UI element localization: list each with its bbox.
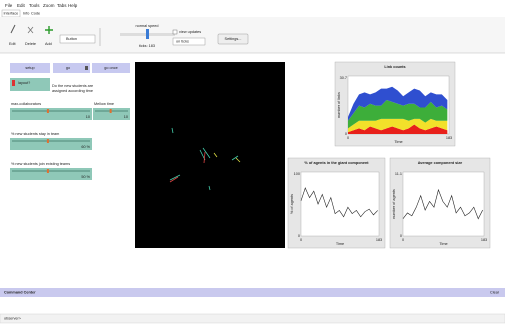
slider-label: max-collaborators (11, 102, 41, 106)
slider-handle (47, 139, 49, 143)
command-center-title: Command Center (4, 291, 36, 295)
x-limit: 183 (481, 238, 487, 242)
slider[interactable] (10, 138, 92, 150)
slider[interactable] (10, 108, 92, 120)
x-label: Time (336, 242, 344, 246)
ticks-counter: ticks: 183 (139, 44, 155, 48)
x-limit: 183 (446, 136, 452, 140)
x-limit: 0 (347, 136, 349, 140)
slider-track (12, 110, 90, 112)
y-limit: 100 (294, 172, 300, 176)
switch-toggle (12, 80, 15, 86)
note: assigned according time (52, 89, 93, 93)
prompt: observer> (4, 317, 22, 321)
slider-track (12, 170, 90, 172)
slider-value: 50 % (81, 175, 90, 179)
button-label: go once (104, 66, 118, 70)
toolbar-label[interactable]: Edit (9, 42, 16, 46)
slider-value: 60 % (81, 145, 90, 149)
slider-handle (110, 109, 112, 113)
y-label: number of links (337, 92, 341, 118)
menu-item[interactable]: File (5, 3, 13, 8)
x-limit: 0 (300, 238, 302, 242)
speed-handle[interactable] (146, 29, 149, 39)
x-limit: 0 (402, 238, 404, 242)
forever-icon (85, 66, 88, 70)
y-label: % of agents (290, 194, 294, 214)
note: Do the new students are (52, 84, 93, 88)
plot-area (403, 172, 484, 236)
switch-label: layout? (18, 81, 30, 85)
speed-label: normal speed (135, 24, 158, 28)
world-view (135, 62, 285, 248)
menu-item[interactable]: Zoom (43, 3, 55, 8)
y-label: number of agents (392, 189, 396, 219)
menu-item[interactable]: Tools (29, 3, 40, 8)
clear-button[interactable]: Clear (490, 291, 500, 295)
slider-handle (47, 109, 49, 113)
toolbar-label[interactable]: Delete (25, 42, 36, 46)
checkbox[interactable] (173, 30, 177, 34)
slider-label: % new students stay in team (11, 132, 59, 136)
button-label: setup (25, 66, 34, 70)
x-limit: 183 (376, 238, 382, 242)
command-center-bar (0, 288, 505, 297)
plot-title: % of agents in the giant component (304, 161, 369, 165)
slider-label: Mellow time (94, 102, 114, 106)
x-label: Time (394, 140, 402, 144)
tab[interactable]: Info (23, 12, 29, 16)
command-input[interactable] (0, 314, 505, 323)
menu-item[interactable]: Tabs (57, 3, 67, 8)
checkbox-label: view updates (179, 30, 201, 34)
page: File Edit Tools Zoom Tabs Help Interface… (0, 0, 505, 325)
button[interactable] (53, 63, 90, 73)
dropdown-value: on ticks (176, 40, 189, 44)
button-label: go (66, 66, 70, 70)
tab[interactable]: Code (31, 12, 40, 16)
slider-track (12, 140, 90, 142)
netlogo-window: File Edit Tools Zoom Tabs Help Interface… (0, 0, 505, 325)
dropdown-value: Button (66, 37, 77, 41)
button-label: Settings... (225, 37, 242, 41)
toolbar-label[interactable]: Add (45, 42, 52, 46)
slider-value: 10 (124, 115, 128, 119)
plot-area (301, 172, 379, 236)
slider-value: 10 (86, 115, 90, 119)
y-limit: 11.1 (395, 172, 402, 176)
menu-item[interactable]: Help (68, 3, 78, 8)
slider-label: % new students join existing teams (11, 162, 70, 166)
menu-item[interactable]: Edit (17, 3, 26, 8)
x-label: Time (439, 242, 447, 246)
plot-title: Link counts (384, 65, 405, 69)
tab[interactable]: Interface (4, 12, 19, 16)
slider[interactable] (10, 168, 92, 180)
plot-title: Average component size (418, 161, 463, 165)
slider-handle (47, 169, 49, 173)
y-limit: 30.7 (340, 76, 347, 80)
